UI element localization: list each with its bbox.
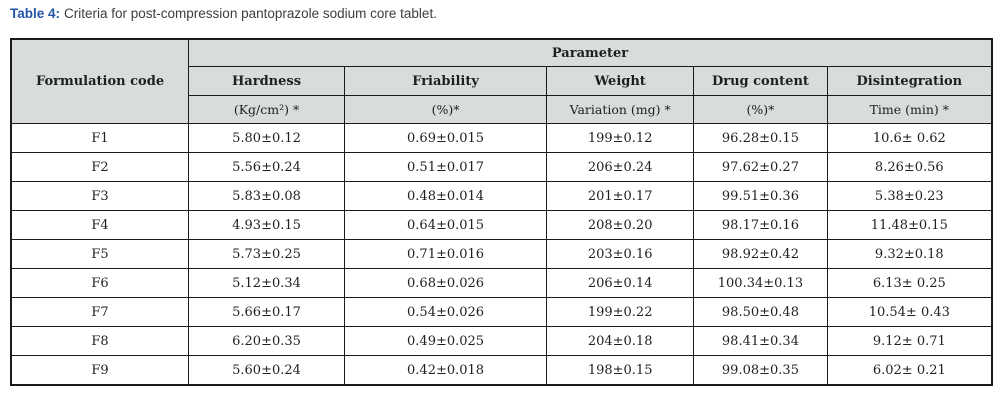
column-header-drug-content: Drug content bbox=[693, 66, 828, 96]
column-header-formulation-code: Formulation code bbox=[10, 38, 190, 124]
table-row: F3 5.83±0.08 0.48±0.014 201±0.17 99.51±0… bbox=[10, 181, 993, 211]
cell-hardness: 5.80±0.12 bbox=[188, 123, 346, 153]
header-row-group: Formulation code Parameter bbox=[10, 38, 993, 124]
cell-weight-variation: 204±0.18 bbox=[546, 326, 695, 356]
cell-hardness: 5.66±0.17 bbox=[188, 297, 346, 327]
cell-disintegration-time: 6.13± 0.25 bbox=[826, 268, 993, 298]
cell-hardness: 4.93±0.15 bbox=[188, 210, 346, 240]
column-header-disintegration: Disintegration bbox=[826, 66, 993, 96]
cell-disintegration-time: 10.6± 0.62 bbox=[826, 123, 993, 153]
cell-hardness: 6.20±0.35 bbox=[188, 326, 346, 356]
cell-friability: 0.54±0.026 bbox=[344, 297, 548, 327]
cell-drug-content: 100.34±0.13 bbox=[693, 268, 828, 298]
table-row: F8 6.20±0.35 0.49±0.025 204±0.18 98.41±0… bbox=[10, 326, 993, 356]
cell-weight-variation: 208±0.20 bbox=[546, 210, 695, 240]
cell-drug-content: 98.50±0.48 bbox=[693, 297, 828, 327]
row-code: F7 bbox=[10, 297, 190, 327]
column-unit-hardness: (Kg/cm²) * bbox=[188, 95, 346, 124]
column-unit-disintegration: Time (min) * bbox=[826, 95, 993, 124]
row-code: F3 bbox=[10, 181, 190, 211]
table-caption: Table 4: Criteria for post-compression pa… bbox=[10, 4, 995, 23]
cell-drug-content: 98.92±0.42 bbox=[693, 239, 828, 269]
table-row: F7 5.66±0.17 0.54±0.026 199±0.22 98.50±0… bbox=[10, 297, 993, 327]
header-row-names: Hardness Friability Weight Drug content … bbox=[11, 66, 993, 96]
cell-hardness: 5.60±0.24 bbox=[188, 355, 346, 386]
cell-hardness: 5.56±0.24 bbox=[188, 152, 346, 182]
column-unit-weight: Variation (mg) * bbox=[546, 95, 695, 124]
cell-disintegration-time: 11.48±0.15 bbox=[826, 210, 993, 240]
cell-friability: 0.42±0.018 bbox=[344, 355, 548, 386]
table-caption-label: Table 4: bbox=[10, 6, 61, 21]
cell-drug-content: 96.28±0.15 bbox=[693, 123, 828, 153]
row-code: F4 bbox=[10, 210, 190, 240]
table-row: F5 5.73±0.25 0.71±0.016 203±0.16 98.92±0… bbox=[10, 239, 993, 269]
table-row: F9 5.60±0.24 0.42±0.018 198±0.15 99.08±0… bbox=[10, 355, 993, 386]
cell-drug-content: 98.41±0.34 bbox=[693, 326, 828, 356]
column-header-weight: Weight bbox=[546, 66, 695, 96]
cell-weight-variation: 198±0.15 bbox=[546, 355, 695, 386]
cell-disintegration-time: 8.26±0.56 bbox=[826, 152, 993, 182]
row-code: F6 bbox=[10, 268, 190, 298]
header-row-units: (Kg/cm²) * (%)* Variation (mg) * (%)* Ti… bbox=[11, 95, 993, 124]
cell-weight-variation: 206±0.24 bbox=[546, 152, 695, 182]
column-unit-drug-content: (%)* bbox=[693, 95, 828, 124]
column-group-header-parameter: Parameter bbox=[188, 38, 993, 67]
cell-friability: 0.49±0.025 bbox=[344, 326, 548, 356]
cell-drug-content: 99.51±0.36 bbox=[693, 181, 828, 211]
column-header-friability: Friability bbox=[344, 66, 548, 96]
table-caption-text: Criteria for post-compression pantoprazo… bbox=[64, 6, 437, 21]
column-unit-friability: (%)* bbox=[344, 95, 548, 124]
table-row: F6 5.12±0.34 0.68±0.026 206±0.14 100.34±… bbox=[10, 268, 993, 298]
column-header-hardness: Hardness bbox=[188, 66, 346, 96]
cell-hardness: 5.12±0.34 bbox=[188, 268, 346, 298]
cell-weight-variation: 199±0.12 bbox=[546, 123, 695, 153]
cell-friability: 0.69±0.015 bbox=[344, 123, 548, 153]
cell-friability: 0.64±0.015 bbox=[344, 210, 548, 240]
cell-drug-content: 98.17±0.16 bbox=[693, 210, 828, 240]
cell-hardness: 5.83±0.08 bbox=[188, 181, 346, 211]
cell-weight-variation: 199±0.22 bbox=[546, 297, 695, 327]
cell-friability: 0.48±0.014 bbox=[344, 181, 548, 211]
row-code: F5 bbox=[10, 239, 190, 269]
cell-weight-variation: 201±0.17 bbox=[546, 181, 695, 211]
table-row: F4 4.93±0.15 0.64±0.015 208±0.20 98.17±0… bbox=[10, 210, 993, 240]
row-code: F1 bbox=[10, 123, 190, 153]
cell-weight-variation: 206±0.14 bbox=[546, 268, 695, 298]
table-row: F1 5.80±0.12 0.69±0.015 199±0.12 96.28±0… bbox=[10, 123, 993, 153]
cell-friability: 0.68±0.026 bbox=[344, 268, 548, 298]
table-row: F2 5.56±0.24 0.51±0.017 206±0.24 97.62±0… bbox=[10, 152, 993, 182]
cell-hardness: 5.73±0.25 bbox=[188, 239, 346, 269]
row-code: F2 bbox=[10, 152, 190, 182]
cell-weight-variation: 203±0.16 bbox=[546, 239, 695, 269]
cell-disintegration-time: 5.38±0.23 bbox=[826, 181, 993, 211]
cell-drug-content: 99.08±0.35 bbox=[693, 355, 828, 386]
cell-drug-content: 97.62±0.27 bbox=[693, 152, 828, 182]
row-code: F8 bbox=[10, 326, 190, 356]
results-table: Formulation code Parameter Hardness Fria… bbox=[10, 38, 993, 386]
row-code: F9 bbox=[10, 355, 190, 386]
cell-disintegration-time: 10.54± 0.43 bbox=[826, 297, 993, 327]
cell-friability: 0.71±0.016 bbox=[344, 239, 548, 269]
cell-disintegration-time: 6.02± 0.21 bbox=[826, 355, 993, 386]
cell-friability: 0.51±0.017 bbox=[344, 152, 548, 182]
cell-disintegration-time: 9.12± 0.71 bbox=[826, 326, 993, 356]
cell-disintegration-time: 9.32±0.18 bbox=[826, 239, 993, 269]
page: Table 4: Criteria for post-compression pa… bbox=[10, 4, 995, 386]
